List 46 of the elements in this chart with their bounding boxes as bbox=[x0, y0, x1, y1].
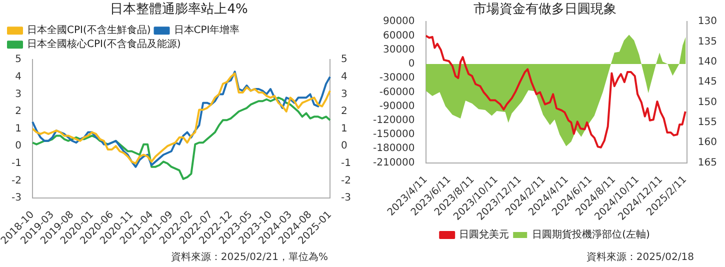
y-tick-label: 0 bbox=[15, 140, 22, 152]
y-tick-label: 5 bbox=[15, 54, 22, 66]
y2-tick-label: 140 bbox=[698, 56, 718, 68]
y2-tick-label: 2 bbox=[341, 106, 348, 118]
y2-tick-label: 155 bbox=[698, 117, 718, 128]
source-note: 資料來源：2025/02/21，單位為% bbox=[170, 250, 329, 264]
y-tick-label: 90000 bbox=[382, 16, 415, 28]
y-tick-label: -120000 bbox=[372, 115, 415, 126]
legend-label: 日圓兌美元 bbox=[459, 228, 510, 241]
y2-tick-label: 130 bbox=[698, 16, 718, 28]
y2-tick-label: 145 bbox=[698, 76, 718, 88]
y-tick-label: -90000 bbox=[379, 100, 415, 112]
legend-label: 日本CPI年增率 bbox=[174, 24, 240, 36]
y2-tick-label: -3 bbox=[341, 192, 352, 204]
y-tick-label: 2 bbox=[15, 106, 22, 118]
y2-tick-label: 4 bbox=[341, 71, 348, 82]
y-tick-label: -210000 bbox=[372, 157, 415, 168]
y2-tick-label: 0 bbox=[341, 140, 348, 152]
legend-label: 日本全國CPI(不含生鮮食品) bbox=[27, 24, 151, 36]
y-tick-label: -3 bbox=[12, 192, 22, 204]
y2-tick-label: 1 bbox=[341, 123, 348, 134]
y-tick-label: -180000 bbox=[372, 143, 415, 154]
y2-tick-label: 3 bbox=[341, 88, 348, 100]
y2-tick-label: 160 bbox=[698, 137, 718, 148]
y2-tick-label: -2 bbox=[341, 175, 352, 186]
y-tick-label: 3 bbox=[15, 88, 22, 100]
y-tick-label: 4 bbox=[15, 71, 22, 82]
y-tick-label: 60000 bbox=[382, 30, 415, 42]
y2-tick-label: -1 bbox=[341, 158, 352, 169]
y-tick-label: -2 bbox=[12, 175, 22, 186]
y2-tick-label: 165 bbox=[698, 157, 718, 168]
chart-title: 市場資金有做多日圓現象 bbox=[474, 2, 616, 18]
source-note: 資料來源：2025/02/18 bbox=[585, 250, 695, 264]
y-tick-label: -150000 bbox=[372, 129, 415, 140]
legend-label: 日本全國核心CPI(不含食品及能源) bbox=[27, 38, 181, 50]
y-tick-label: -30000 bbox=[379, 72, 415, 84]
y-tick-label: 30000 bbox=[382, 44, 415, 56]
y-tick-label: -60000 bbox=[379, 86, 415, 98]
chart-title: 日本整體通膨率站上4% bbox=[110, 1, 248, 18]
y2-tick-label: 5 bbox=[341, 54, 348, 66]
y-tick-label: 0 bbox=[408, 58, 415, 70]
y2-tick-label: 150 bbox=[698, 96, 718, 108]
y2-tick-label: 135 bbox=[698, 36, 718, 48]
y-tick-label: 1 bbox=[15, 123, 22, 134]
legend-label: 日圓期貨投機淨部位(左軸) bbox=[532, 228, 650, 241]
y-tick-label: -1 bbox=[12, 158, 22, 169]
